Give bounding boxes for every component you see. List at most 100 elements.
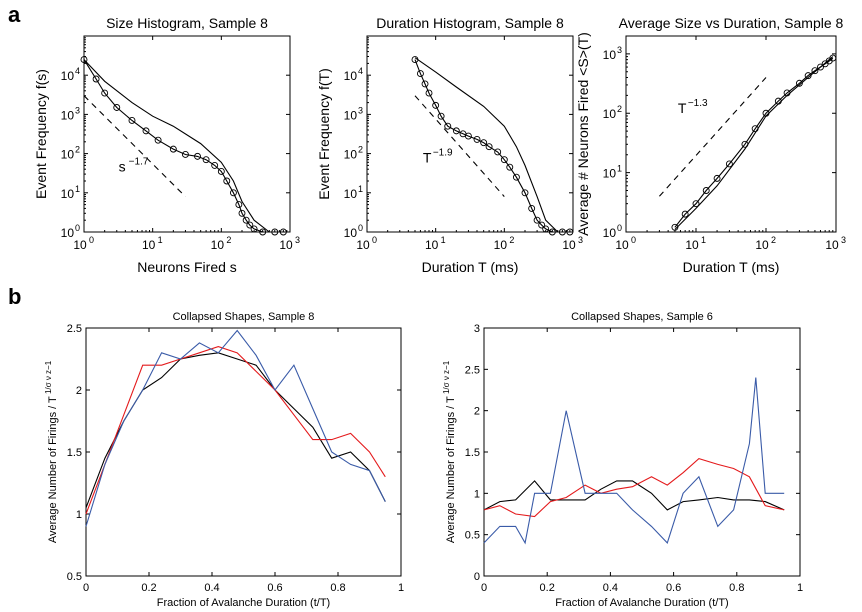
axes-box bbox=[83, 35, 291, 233]
x-tick-label: 10 bbox=[356, 238, 370, 252]
data-point bbox=[692, 200, 700, 208]
y-tick-label: 2.5 bbox=[465, 364, 480, 376]
x-tick-label: 0 bbox=[83, 582, 89, 594]
y-axis-label: Average Number of Firings / T 1/σ ν z−1 bbox=[44, 360, 59, 543]
x-tick-label: 1 bbox=[398, 582, 404, 594]
y-tick-label: 10 bbox=[61, 108, 75, 122]
data-point bbox=[444, 122, 452, 130]
y-axis-label-exp: 1/σ ν z−1 bbox=[44, 360, 53, 396]
series-line-1 bbox=[414, 57, 559, 233]
data-point bbox=[242, 216, 250, 224]
x-tick-exp: 0 bbox=[89, 235, 94, 245]
y-tick-label: 10 bbox=[603, 107, 617, 121]
x-tick-label: 10 bbox=[615, 238, 629, 252]
data-point bbox=[142, 127, 150, 135]
data-point bbox=[235, 201, 243, 209]
data-point bbox=[113, 104, 121, 111]
series-line-2 bbox=[85, 329, 386, 527]
y-axis-label: Average Number of Firings / T 1/σ ν z−1 bbox=[442, 360, 457, 543]
y-tick-label: 10 bbox=[61, 187, 75, 201]
y-tick-label: 10 bbox=[603, 167, 617, 181]
data-point bbox=[829, 54, 837, 62]
data-point bbox=[229, 189, 237, 197]
x-tick-label: 10 bbox=[211, 238, 225, 252]
data-point bbox=[425, 89, 433, 97]
chart-title: Average Size vs Duration, Sample 8 bbox=[619, 15, 844, 31]
series-line-0 bbox=[414, 59, 570, 233]
x-tick-label: 10 bbox=[685, 238, 699, 252]
y-tick-label: 10 bbox=[344, 69, 358, 83]
data-point bbox=[169, 145, 177, 153]
x-tick-exp: 2 bbox=[226, 235, 231, 245]
y-tick-label: 1.5 bbox=[67, 447, 82, 459]
y-tick-label: 0.5 bbox=[465, 530, 480, 542]
data-point bbox=[528, 204, 536, 212]
series-line-1 bbox=[85, 346, 386, 515]
x-tick-label: 1 bbox=[797, 582, 803, 594]
x-tick-exp: 1 bbox=[158, 235, 163, 245]
x-tick-label: 0.6 bbox=[267, 582, 282, 594]
y-tick-exp: 4 bbox=[358, 66, 363, 76]
x-tick-label: 0 bbox=[481, 582, 487, 594]
y-tick-exp: 1 bbox=[617, 164, 622, 174]
data-point bbox=[558, 228, 566, 236]
chart-title: Collapsed Shapes, Sample 6 bbox=[571, 311, 713, 323]
y-tick-exp: 0 bbox=[617, 223, 622, 233]
y-tick-exp: 2 bbox=[75, 145, 80, 155]
y-tick-label: 0.5 bbox=[67, 571, 82, 583]
x-tick-label: 0.4 bbox=[603, 582, 618, 594]
y-tick-label: 10 bbox=[344, 226, 358, 240]
series-line-1 bbox=[483, 457, 785, 518]
x-tick-label: 0.8 bbox=[729, 582, 744, 594]
data-point bbox=[817, 63, 824, 71]
data-point bbox=[566, 228, 574, 236]
data-point bbox=[500, 156, 508, 164]
x-tick-label: 10 bbox=[494, 238, 508, 252]
data-point bbox=[80, 56, 88, 64]
data-point bbox=[671, 223, 679, 231]
axes-box bbox=[85, 327, 402, 577]
y-axis-label: Average # Neurons Fired <S>(T) bbox=[575, 32, 591, 236]
data-point bbox=[238, 209, 246, 217]
x-tick-exp: 0 bbox=[631, 235, 636, 245]
y-tick-label: 1 bbox=[474, 488, 480, 500]
x-tick-label: 10 bbox=[825, 238, 839, 252]
data-point bbox=[259, 228, 267, 236]
annotation-base: T bbox=[678, 100, 687, 116]
x-axis-label: Fraction of Avalanche Duration (t/T) bbox=[555, 597, 728, 609]
axes-box bbox=[483, 327, 801, 577]
data-point bbox=[217, 168, 225, 175]
data-point bbox=[250, 225, 258, 233]
data-point bbox=[485, 143, 493, 151]
data-point bbox=[181, 151, 189, 158]
y-tick-label: 10 bbox=[61, 226, 75, 240]
y-tick-label: 10 bbox=[603, 48, 617, 62]
data-point bbox=[521, 189, 529, 197]
data-point bbox=[246, 221, 254, 229]
axes-box bbox=[625, 35, 837, 233]
series-line-1 bbox=[674, 56, 834, 230]
data-point bbox=[211, 161, 219, 169]
data-point bbox=[542, 225, 550, 233]
data-point bbox=[128, 117, 136, 124]
y-axis-label-exp: 1/σ ν z−1 bbox=[442, 360, 451, 396]
chart-size_hist: Size Histogram, Sample 810 0 10 1 10 2 10 310 01… bbox=[33, 15, 300, 275]
data-point bbox=[702, 187, 710, 194]
x-tick-label: 10 bbox=[755, 238, 769, 252]
y-tick-label: 10 bbox=[603, 226, 617, 240]
x-tick-label: 0.4 bbox=[204, 582, 219, 594]
x-tick-exp: 0 bbox=[372, 235, 377, 245]
y-tick-exp: 4 bbox=[75, 66, 80, 76]
x-tick-label: 10 bbox=[425, 238, 439, 252]
y-tick-label: 10 bbox=[61, 69, 75, 83]
x-tick-label: 10 bbox=[142, 238, 156, 252]
series-line-2 bbox=[658, 77, 767, 197]
data-point bbox=[811, 67, 819, 75]
data-point bbox=[194, 152, 201, 160]
x-tick-label: 0.8 bbox=[330, 582, 345, 594]
x-tick-label: 0.2 bbox=[540, 582, 555, 594]
data-point bbox=[101, 89, 109, 97]
y-axis-label: Event Frequency f(s) bbox=[33, 69, 49, 199]
y-tick-label: 2 bbox=[474, 406, 480, 418]
data-point bbox=[223, 177, 231, 185]
